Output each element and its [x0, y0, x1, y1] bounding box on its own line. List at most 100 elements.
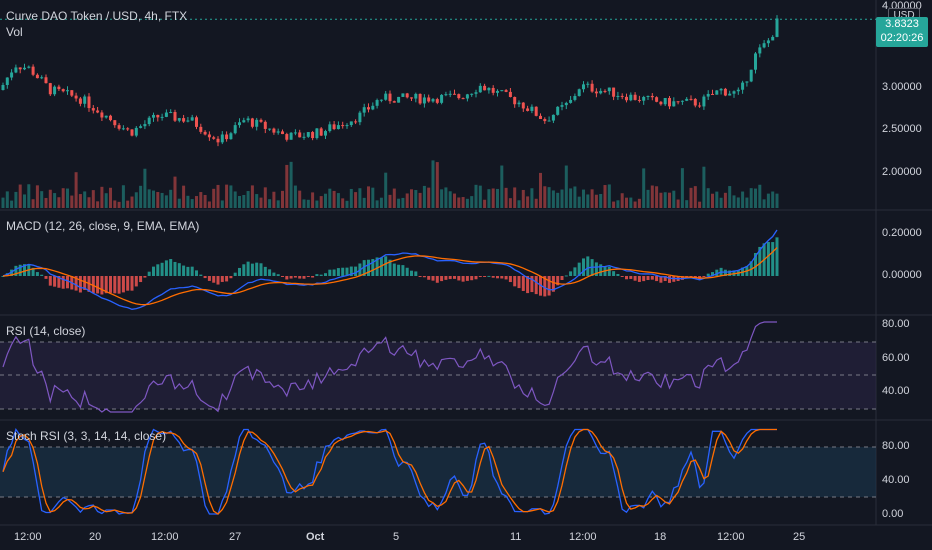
- candle-body: [276, 131, 280, 133]
- volume-bar: [250, 185, 254, 208]
- candle-body: [74, 95, 78, 99]
- volume-bar: [324, 193, 327, 208]
- macd-histogram-bar: [285, 276, 289, 280]
- candle-body: [66, 90, 69, 92]
- candle-body: [728, 93, 732, 96]
- candle-body: [668, 98, 671, 107]
- volume-bar: [285, 164, 289, 208]
- candle-body: [483, 85, 487, 91]
- macd-histogram-bar: [66, 276, 69, 289]
- candle-body: [655, 97, 659, 102]
- volume-bar: [577, 196, 581, 208]
- volume-bar: [401, 197, 405, 208]
- candle-body: [775, 18, 779, 37]
- volume-bar: [104, 193, 108, 208]
- macd-histogram-bar: [723, 269, 727, 276]
- volume-bar: [758, 184, 762, 208]
- macd-histogram-bar: [491, 276, 495, 278]
- volume-bar: [698, 201, 702, 208]
- candle-body: [70, 90, 74, 96]
- macd-tick: 0.00000: [882, 269, 922, 281]
- candle-body: [521, 102, 525, 109]
- macd-histogram-bar: [633, 276, 637, 281]
- candle-body: [715, 90, 719, 95]
- candle-body: [143, 124, 147, 127]
- volume-bar: [508, 198, 512, 208]
- candle-body: [410, 97, 413, 99]
- volume-bar: [57, 197, 61, 208]
- macd-histogram-bar: [715, 269, 719, 276]
- candle-body: [91, 108, 95, 111]
- candle-body: [612, 87, 616, 97]
- macd-histogram-bar: [259, 263, 263, 276]
- volume-bar: [48, 189, 52, 208]
- volume-bar: [152, 190, 155, 208]
- candle-body: [444, 94, 448, 96]
- candle-body: [762, 43, 766, 48]
- macd-histogram-bar: [728, 270, 732, 276]
- macd-histogram-bar: [543, 276, 547, 297]
- volume-bar: [668, 192, 671, 208]
- bar-countdown: 02:20:26: [880, 32, 924, 44]
- volume-bar: [551, 190, 555, 208]
- candle-body: [633, 94, 637, 100]
- volume-bar: [607, 184, 611, 208]
- volume-bar: [109, 187, 112, 208]
- candle-body: [109, 115, 112, 121]
- volume-bar: [405, 193, 409, 208]
- candle-body: [207, 134, 211, 138]
- candle-body: [401, 93, 405, 97]
- macd-histogram-bar: [113, 276, 117, 294]
- macd-histogram-bar: [48, 276, 52, 286]
- time-tick: 11: [510, 531, 522, 543]
- macd-histogram-bar: [612, 271, 616, 276]
- candle-body: [203, 131, 207, 135]
- macd-histogram-bar: [392, 263, 396, 276]
- candle-body: [199, 126, 203, 132]
- volume-bar: [736, 197, 740, 208]
- macd-histogram-bar: [465, 276, 469, 281]
- macd-histogram-bar: [496, 276, 499, 279]
- volume-bar: [319, 196, 323, 208]
- macd-histogram-bar: [526, 276, 530, 294]
- stoch-d-line: [2, 428, 777, 515]
- candle-body: [216, 138, 220, 143]
- macd-histogram-bar: [117, 276, 121, 294]
- macd-histogram-bar: [569, 271, 573, 276]
- volume-bar: [268, 199, 272, 208]
- macd-histogram-bar: [345, 267, 349, 276]
- macd-histogram-bar: [375, 257, 379, 276]
- candle-body: [182, 118, 186, 122]
- candle-body: [195, 117, 198, 127]
- macd-histogram-bar: [203, 276, 207, 279]
- macd-histogram-bar: [470, 276, 474, 281]
- macd-signal-line: [2, 247, 778, 306]
- stoch-band: [0, 447, 876, 497]
- volume-bar: [121, 185, 125, 208]
- volume-bar: [521, 189, 525, 208]
- volume-bar: [263, 187, 267, 208]
- candle-body: [336, 125, 340, 130]
- candle-body: [672, 101, 676, 107]
- macd-histogram-bar: [616, 273, 620, 276]
- macd-histogram-bar: [594, 262, 598, 276]
- candle-body: [698, 105, 702, 107]
- macd-histogram-bar: [242, 264, 246, 276]
- macd-histogram-bar: [500, 276, 504, 279]
- macd-histogram-bar: [78, 276, 82, 293]
- volume-bar: [87, 197, 91, 208]
- volume-bar: [212, 188, 216, 208]
- volume-bar: [83, 191, 87, 208]
- volume-bar: [560, 189, 564, 208]
- macd-histogram-bar: [564, 275, 568, 277]
- volume-bar: [775, 193, 779, 208]
- candle-body: [362, 107, 366, 113]
- candle-body: [392, 101, 396, 103]
- macd-histogram-bar: [637, 276, 641, 282]
- macd-tick: 0.20000: [882, 227, 922, 239]
- volume-bar: [435, 162, 439, 208]
- candle-body: [134, 127, 138, 136]
- macd-histogram-bar: [293, 276, 297, 278]
